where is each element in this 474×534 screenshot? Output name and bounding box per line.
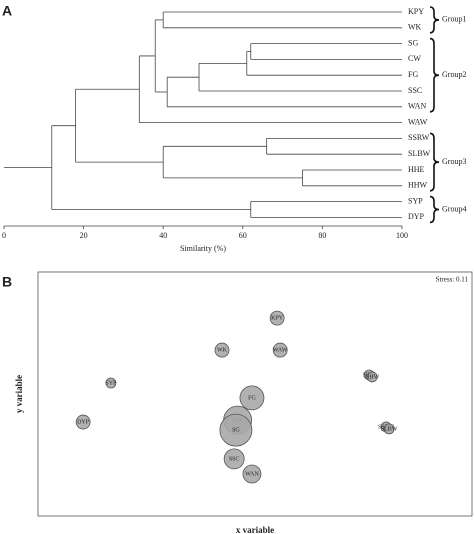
bubble <box>366 371 378 383</box>
bubble <box>269 310 285 326</box>
stress-annotation: Stress: 0.11 <box>436 276 469 284</box>
bubble <box>242 464 262 484</box>
group-brace <box>429 132 440 192</box>
panel-label: A <box>2 3 12 19</box>
point-label: SSC <box>229 456 240 462</box>
leaf-label: CW <box>408 54 421 63</box>
bubble <box>105 377 117 389</box>
point-label: KPY <box>271 315 284 321</box>
x-tick-label: 40 <box>159 231 167 240</box>
leaf-label: HHE <box>408 165 425 174</box>
point-label: FG <box>248 395 256 401</box>
leaf-label: SG <box>408 38 418 47</box>
x-tick-label: 100 <box>396 231 408 240</box>
leaf-label: WAN <box>408 102 426 111</box>
point-label: SYP <box>105 380 117 386</box>
group-label: Group1 <box>442 15 466 24</box>
group-brace <box>429 37 440 113</box>
bubble <box>214 342 230 358</box>
bubble <box>223 448 245 470</box>
panel-label: B <box>2 274 12 290</box>
x-axis-label: x variable <box>236 525 274 534</box>
group-brace <box>429 195 440 224</box>
bubble <box>383 423 395 435</box>
bubble <box>219 413 253 447</box>
x-tick-label: 0 <box>2 231 6 240</box>
x-axis-label: Similarity (%) <box>180 244 226 253</box>
leaf-label: SLBW <box>408 149 431 158</box>
point-label: WK <box>217 347 228 353</box>
leaf-label: SSC <box>408 86 422 95</box>
point-label: DYP <box>77 419 90 425</box>
point-label: WAN <box>245 471 259 477</box>
point-label: WAW <box>273 347 288 353</box>
point-label: SLBW <box>381 426 398 432</box>
group-label: Group4 <box>442 204 466 213</box>
leaf-label: SYP <box>408 196 423 205</box>
leaf-label: WK <box>408 23 422 32</box>
group-brace <box>429 6 440 34</box>
x-tick-label: 20 <box>80 231 88 240</box>
y-axis-label: y variable <box>14 375 24 413</box>
x-tick-label: 80 <box>318 231 326 240</box>
bubble <box>239 385 265 411</box>
point-label: SG <box>232 427 240 433</box>
bubble <box>75 414 91 430</box>
leaf-label: WAW <box>408 117 428 126</box>
group-label: Group3 <box>442 157 466 166</box>
x-tick-label: 60 <box>239 231 247 240</box>
bubble <box>272 342 288 358</box>
leaf-label: FG <box>408 70 418 79</box>
plot-frame <box>37 271 473 517</box>
point-label: HHW <box>365 374 380 380</box>
leaf-label: HHW <box>408 181 428 190</box>
group-label: Group2 <box>442 70 466 79</box>
leaf-label: KPY <box>408 7 424 16</box>
leaf-label: DYP <box>408 212 425 221</box>
leaf-label: SSRW <box>408 133 430 142</box>
